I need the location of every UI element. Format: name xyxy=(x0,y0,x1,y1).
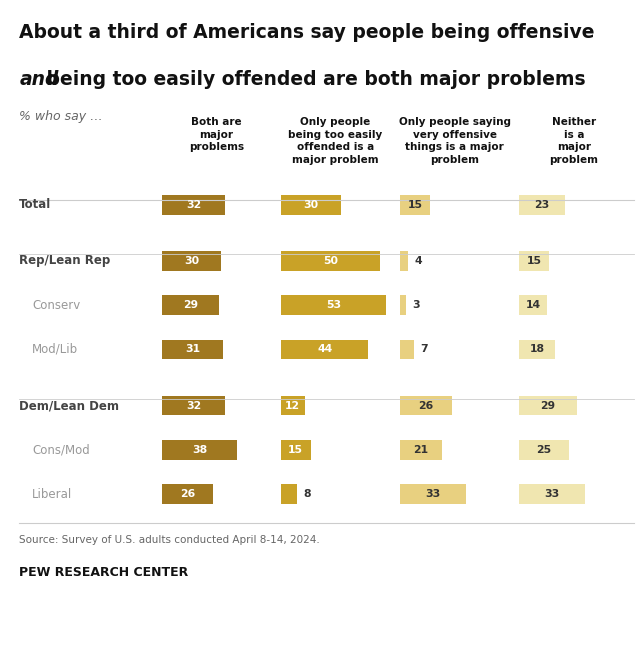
FancyBboxPatch shape xyxy=(161,396,225,415)
FancyBboxPatch shape xyxy=(400,484,466,504)
Text: 15: 15 xyxy=(527,256,541,266)
Text: 38: 38 xyxy=(192,445,207,455)
Text: 15: 15 xyxy=(288,445,303,455)
Text: Source: Survey of U.S. adults conducted April 8-14, 2024.: Source: Survey of U.S. adults conducted … xyxy=(19,535,320,545)
Text: About a third of Americans say people being offensive: About a third of Americans say people be… xyxy=(19,23,595,42)
Text: 26: 26 xyxy=(419,400,433,411)
Text: Only people
being too easily
offended is a
major problem: Only people being too easily offended is… xyxy=(289,117,383,165)
Text: being too easily offended are both major problems: being too easily offended are both major… xyxy=(40,70,586,89)
FancyBboxPatch shape xyxy=(519,295,547,315)
FancyBboxPatch shape xyxy=(161,340,223,359)
Text: 50: 50 xyxy=(323,256,338,266)
Text: 18: 18 xyxy=(530,344,545,355)
FancyBboxPatch shape xyxy=(281,396,305,415)
Text: 29: 29 xyxy=(183,300,198,310)
FancyBboxPatch shape xyxy=(400,295,406,315)
Text: 31: 31 xyxy=(185,344,200,355)
Text: 15: 15 xyxy=(408,200,422,210)
FancyBboxPatch shape xyxy=(161,251,221,271)
Text: Liberal: Liberal xyxy=(32,488,72,501)
Text: 30: 30 xyxy=(303,200,318,210)
FancyBboxPatch shape xyxy=(281,484,297,504)
Text: 7: 7 xyxy=(420,344,428,355)
FancyBboxPatch shape xyxy=(161,440,237,460)
FancyBboxPatch shape xyxy=(519,484,585,504)
Text: Mod/Lib: Mod/Lib xyxy=(32,343,78,356)
FancyBboxPatch shape xyxy=(400,340,414,359)
FancyBboxPatch shape xyxy=(400,440,442,460)
Text: 14: 14 xyxy=(525,300,541,310)
Text: 29: 29 xyxy=(541,400,556,411)
Text: 30: 30 xyxy=(184,256,199,266)
Text: 33: 33 xyxy=(545,489,560,499)
Text: PEW RESEARCH CENTER: PEW RESEARCH CENTER xyxy=(19,566,188,579)
Text: Both are
major
problems: Both are major problems xyxy=(189,117,244,153)
FancyBboxPatch shape xyxy=(281,251,380,271)
FancyBboxPatch shape xyxy=(400,195,430,215)
Text: Dem/Lean Dem: Dem/Lean Dem xyxy=(19,399,119,412)
FancyBboxPatch shape xyxy=(281,340,369,359)
Text: % who say …: % who say … xyxy=(19,110,103,123)
Text: 32: 32 xyxy=(186,200,201,210)
Text: 25: 25 xyxy=(536,445,552,455)
FancyBboxPatch shape xyxy=(161,295,220,315)
Text: 23: 23 xyxy=(534,200,550,210)
FancyBboxPatch shape xyxy=(400,396,452,415)
FancyBboxPatch shape xyxy=(400,251,408,271)
Text: 32: 32 xyxy=(186,400,201,411)
Text: Neither
is a
major
problem: Neither is a major problem xyxy=(550,117,598,165)
FancyBboxPatch shape xyxy=(519,195,565,215)
Text: Only people saying
very offensive
things is a major
problem: Only people saying very offensive things… xyxy=(399,117,511,165)
Text: 8: 8 xyxy=(303,489,310,499)
Text: 33: 33 xyxy=(425,489,440,499)
FancyBboxPatch shape xyxy=(161,484,213,504)
Text: 4: 4 xyxy=(414,256,422,266)
Text: 26: 26 xyxy=(180,489,195,499)
Text: Total: Total xyxy=(19,198,51,211)
FancyBboxPatch shape xyxy=(519,440,569,460)
Text: and: and xyxy=(19,70,59,89)
FancyBboxPatch shape xyxy=(281,195,340,215)
Text: 44: 44 xyxy=(317,344,332,355)
Text: 21: 21 xyxy=(413,445,428,455)
Text: Conserv: Conserv xyxy=(32,299,80,312)
FancyBboxPatch shape xyxy=(281,440,310,460)
FancyBboxPatch shape xyxy=(281,295,387,315)
Text: 12: 12 xyxy=(285,400,300,411)
Text: Cons/Mod: Cons/Mod xyxy=(32,443,90,456)
FancyBboxPatch shape xyxy=(519,340,555,359)
FancyBboxPatch shape xyxy=(519,396,577,415)
Text: Rep/Lean Rep: Rep/Lean Rep xyxy=(19,254,111,267)
Text: 53: 53 xyxy=(326,300,341,310)
FancyBboxPatch shape xyxy=(161,195,225,215)
Text: 3: 3 xyxy=(412,300,420,310)
FancyBboxPatch shape xyxy=(519,251,549,271)
